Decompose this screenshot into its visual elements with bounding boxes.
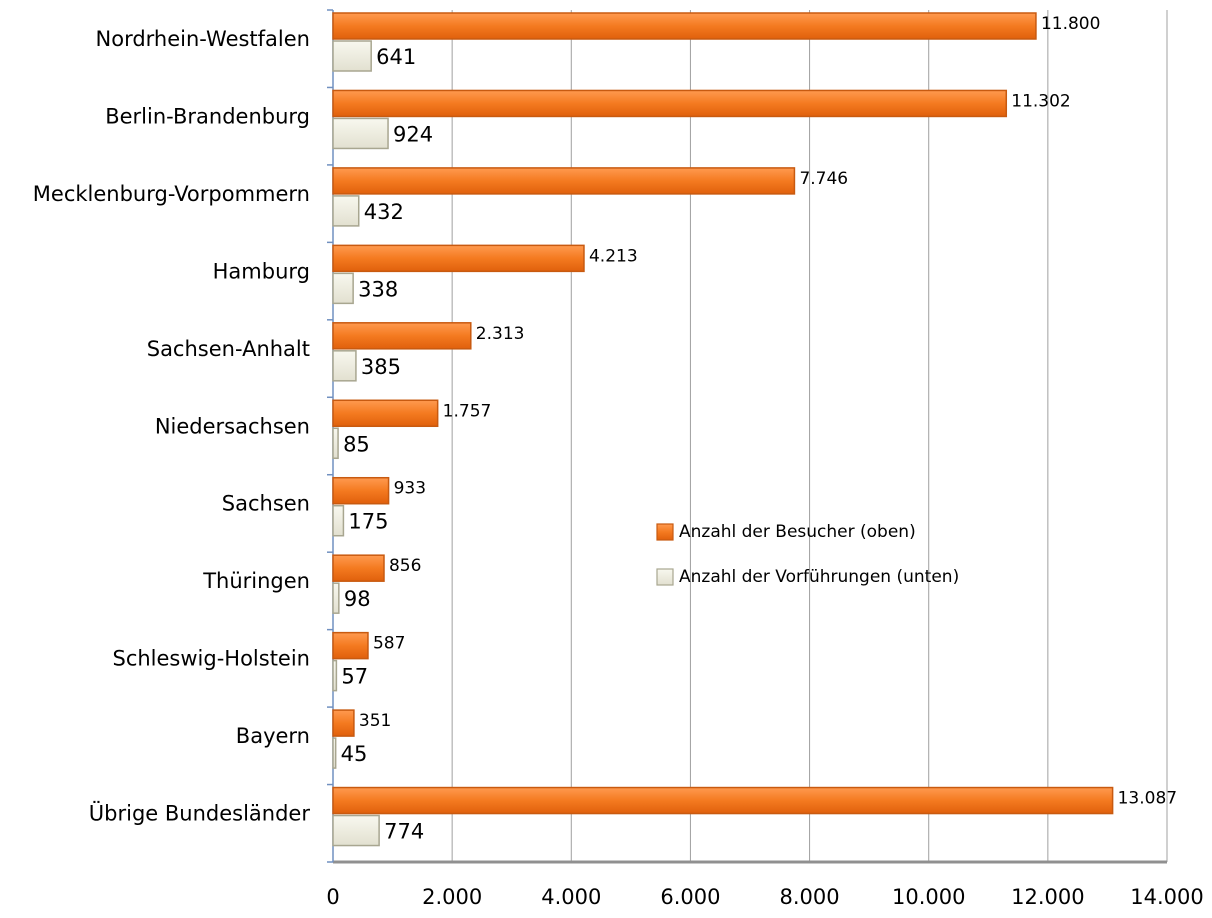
bar — [332, 709, 355, 737]
data-label: 924 — [393, 122, 433, 146]
bar — [332, 554, 385, 582]
x-tick-label: 14.000 — [1130, 885, 1203, 909]
data-label: 385 — [361, 355, 401, 379]
data-label: 933 — [394, 479, 426, 499]
data-label: 338 — [358, 277, 398, 301]
bar — [332, 89, 1008, 118]
y-tick-label: Thüringen — [202, 569, 310, 593]
bar — [332, 167, 796, 195]
data-label: 587 — [373, 634, 405, 654]
y-tick-label: Sachsen-Anhalt — [147, 337, 310, 361]
data-label: 774 — [384, 820, 424, 844]
y-tick-label: Mecklenburg-Vorpommern — [33, 182, 310, 206]
bar — [332, 504, 345, 537]
y-tick-label: Übrige Bundesländer — [89, 801, 311, 826]
bar — [332, 631, 369, 660]
bar — [332, 40, 372, 72]
legend-swatch — [656, 523, 674, 541]
data-label: 7.746 — [799, 169, 848, 189]
bar — [332, 814, 380, 847]
bar — [332, 244, 585, 273]
bar — [332, 195, 360, 227]
data-label: 641 — [376, 45, 416, 69]
bar — [332, 322, 472, 350]
bar — [332, 399, 439, 428]
data-label: 175 — [348, 510, 388, 534]
data-label: 11.302 — [1011, 91, 1070, 111]
bar — [332, 427, 339, 460]
data-label: 57 — [341, 665, 368, 689]
legend-label: Anzahl der Vorführungen (unten) — [679, 567, 959, 587]
data-label: 85 — [343, 432, 370, 456]
data-label: 45 — [341, 742, 368, 766]
y-tick-label: Bayern — [236, 724, 310, 748]
bar — [332, 737, 337, 769]
bar — [332, 659, 338, 692]
data-label: 351 — [359, 711, 391, 731]
legend-swatch — [656, 568, 674, 586]
y-tick-label: Berlin-Brandenburg — [105, 104, 310, 128]
data-label: 98 — [344, 587, 371, 611]
x-tick-label: 10.000 — [892, 885, 965, 909]
x-tick-label: 12.000 — [1011, 885, 1084, 909]
x-tick-label: 0 — [326, 885, 339, 909]
y-tick-label: Nordrhein-Westfalen — [96, 27, 310, 51]
data-label: 4.213 — [589, 246, 638, 266]
x-tick-label: 2.000 — [422, 885, 482, 909]
bar — [332, 350, 357, 382]
data-label: 2.313 — [476, 324, 525, 344]
y-tick-label: Niedersachsen — [155, 414, 310, 438]
y-tick-label: Schleswig-Holstein — [112, 647, 310, 671]
bar — [332, 272, 354, 305]
data-label: 11.800 — [1041, 14, 1100, 34]
bar — [332, 786, 1114, 815]
bar — [332, 117, 389, 150]
bar — [332, 582, 340, 614]
x-tick-label: 4.000 — [541, 885, 601, 909]
bar — [332, 476, 390, 505]
y-tick-label: Hamburg — [213, 259, 310, 283]
x-tick-label: 8.000 — [780, 885, 840, 909]
data-label: 432 — [364, 200, 404, 224]
y-tick-label: Sachsen — [222, 492, 310, 516]
legend-label: Anzahl der Besucher (oben) — [679, 522, 916, 542]
data-label: 13.087 — [1118, 789, 1177, 809]
data-label: 1.757 — [443, 401, 492, 421]
x-tick-label: 6.000 — [660, 885, 720, 909]
data-label: 856 — [389, 556, 421, 576]
bar — [332, 12, 1037, 40]
